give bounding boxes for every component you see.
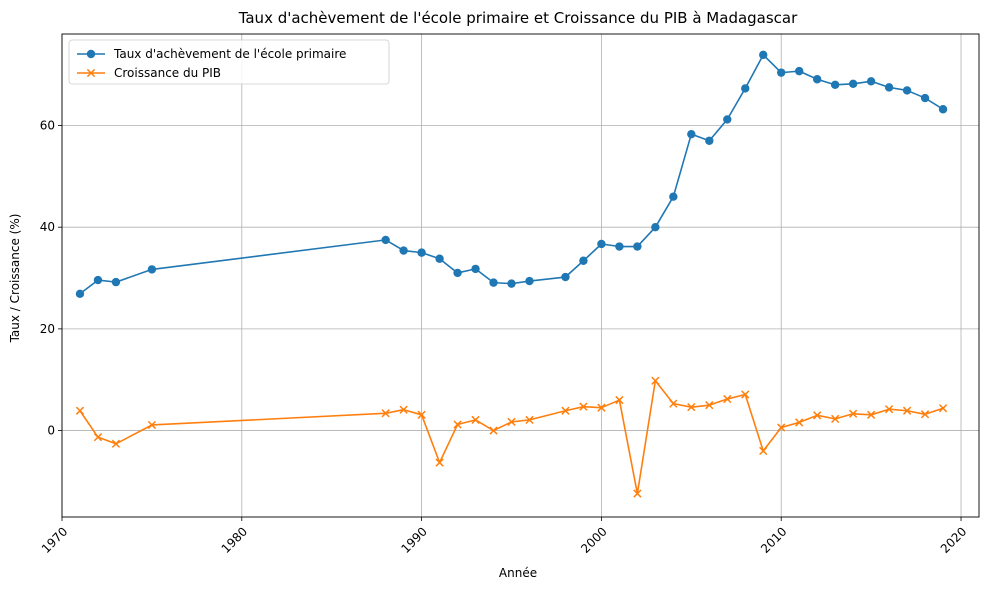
series-2: [75, 376, 948, 498]
data-point: [902, 406, 912, 415]
y-tick-label: 40: [40, 220, 55, 234]
y-tick-label: 60: [40, 119, 55, 133]
grid: [61, 34, 979, 517]
data-point: [884, 405, 894, 414]
data-point: [93, 275, 103, 285]
data-point: [902, 86, 912, 95]
data-point: [687, 129, 696, 139]
data-point: [399, 246, 408, 255]
data-point: [812, 75, 822, 84]
data-point: [866, 77, 876, 86]
data-point: [615, 395, 624, 405]
data-point: [507, 279, 516, 288]
data-point: [489, 278, 498, 287]
legend-label: Taux d'achèvement de l'école primaire: [113, 47, 346, 61]
data-point: [381, 235, 390, 245]
series-layer: [75, 50, 948, 498]
plot-frame: [61, 33, 980, 518]
data-point: [507, 417, 516, 427]
legend-marker: [86, 68, 96, 78]
data-point: [651, 223, 660, 232]
data-point: [75, 289, 85, 299]
data-point: [561, 272, 570, 282]
data-point: [723, 394, 732, 404]
data-point: [723, 115, 732, 124]
data-point: [938, 105, 948, 114]
data-point: [669, 192, 678, 201]
data-point: [525, 415, 534, 425]
data-point: [417, 410, 426, 419]
data-point: [813, 411, 822, 420]
x-axis-label: Année: [499, 566, 537, 580]
data-point: [453, 268, 462, 278]
data-point: [471, 264, 480, 274]
data-point: [633, 242, 642, 251]
data-point: [417, 248, 426, 257]
data-point: [759, 50, 768, 60]
legend-label: Croissance du PIB: [114, 66, 221, 80]
data-point: [794, 66, 804, 76]
data-point: [471, 415, 480, 425]
data-point: [920, 93, 930, 103]
data-point: [920, 410, 930, 419]
data-point: [705, 401, 714, 410]
data-point: [848, 79, 858, 89]
y-tick-label: 0: [47, 424, 55, 438]
y-axis-label: Taux / Croissance (%): [8, 214, 22, 344]
data-point: [741, 84, 750, 93]
data-point: [866, 410, 876, 419]
data-point: [453, 420, 462, 429]
chart-title: Taux d'achèvement de l'école primaire et…: [238, 9, 798, 27]
legend-item: Croissance du PIB: [77, 66, 221, 80]
data-point: [759, 446, 768, 456]
data-point: [830, 80, 840, 90]
legend-marker: [86, 49, 96, 59]
data-point: [597, 239, 606, 249]
data-point: [147, 420, 157, 430]
data-point: [777, 423, 786, 432]
data-point: [831, 414, 840, 424]
data-point: [849, 409, 858, 418]
data-point: [741, 390, 750, 399]
data-point: [669, 399, 678, 408]
data-point: [111, 439, 121, 448]
data-point: [633, 489, 642, 498]
data-point: [687, 403, 696, 412]
data-point: [381, 409, 390, 418]
series-1: [75, 50, 948, 299]
data-point: [399, 405, 408, 414]
y-tick-label: 20: [40, 322, 55, 336]
data-point: [579, 256, 588, 265]
data-point: [777, 68, 786, 77]
data-point: [561, 406, 570, 415]
data-point: [579, 402, 588, 411]
data-point: [93, 433, 103, 442]
data-point: [705, 136, 714, 145]
data-point: [615, 242, 624, 251]
data-point: [795, 418, 804, 427]
data-point: [597, 403, 606, 412]
data-point: [525, 276, 534, 286]
data-point: [435, 254, 444, 263]
legend-item: Taux d'achèvement de l'école primaire: [77, 47, 346, 61]
data-point: [111, 277, 121, 287]
data-point: [489, 426, 498, 435]
data-point: [651, 376, 660, 385]
legend: Taux d'achèvement de l'école primaire Cro…: [68, 39, 390, 85]
data-point: [884, 83, 894, 92]
data-point: [75, 406, 85, 415]
data-point: [938, 404, 948, 413]
data-point: [147, 265, 157, 274]
data-point: [435, 458, 444, 467]
legend-box: [68, 39, 390, 85]
